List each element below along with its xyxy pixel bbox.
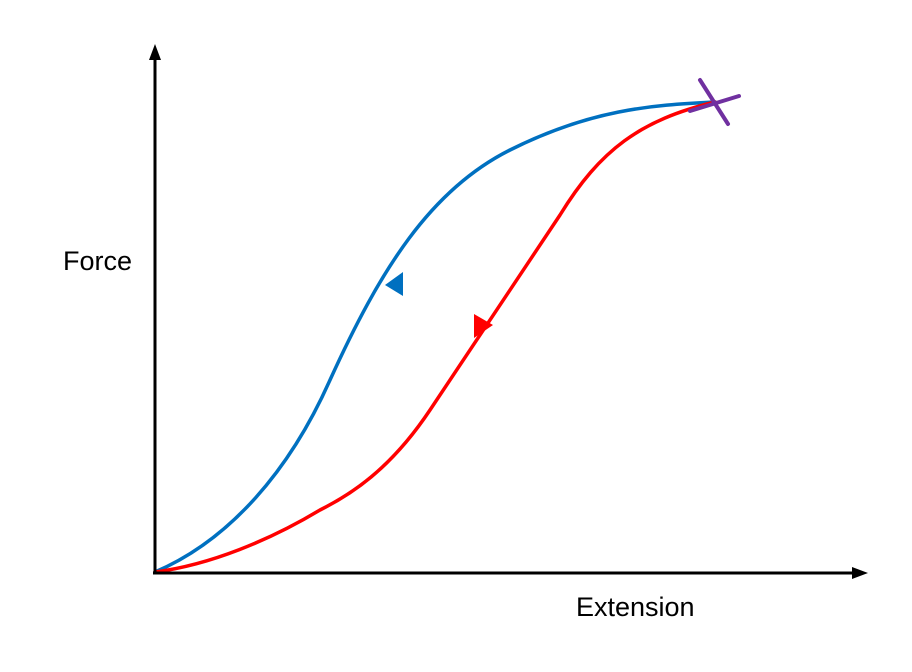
break-point-marker <box>688 78 741 126</box>
x-axis-arrowhead <box>852 567 868 579</box>
y-axis-arrowhead <box>149 44 161 60</box>
y-axis-label: Force <box>63 246 132 276</box>
loading-direction-arrow <box>385 272 403 296</box>
loading-curve <box>153 100 717 574</box>
unloading-curve <box>153 100 717 574</box>
x-axis-label: Extension <box>576 592 695 622</box>
unloading-direction-arrow <box>474 314 493 338</box>
